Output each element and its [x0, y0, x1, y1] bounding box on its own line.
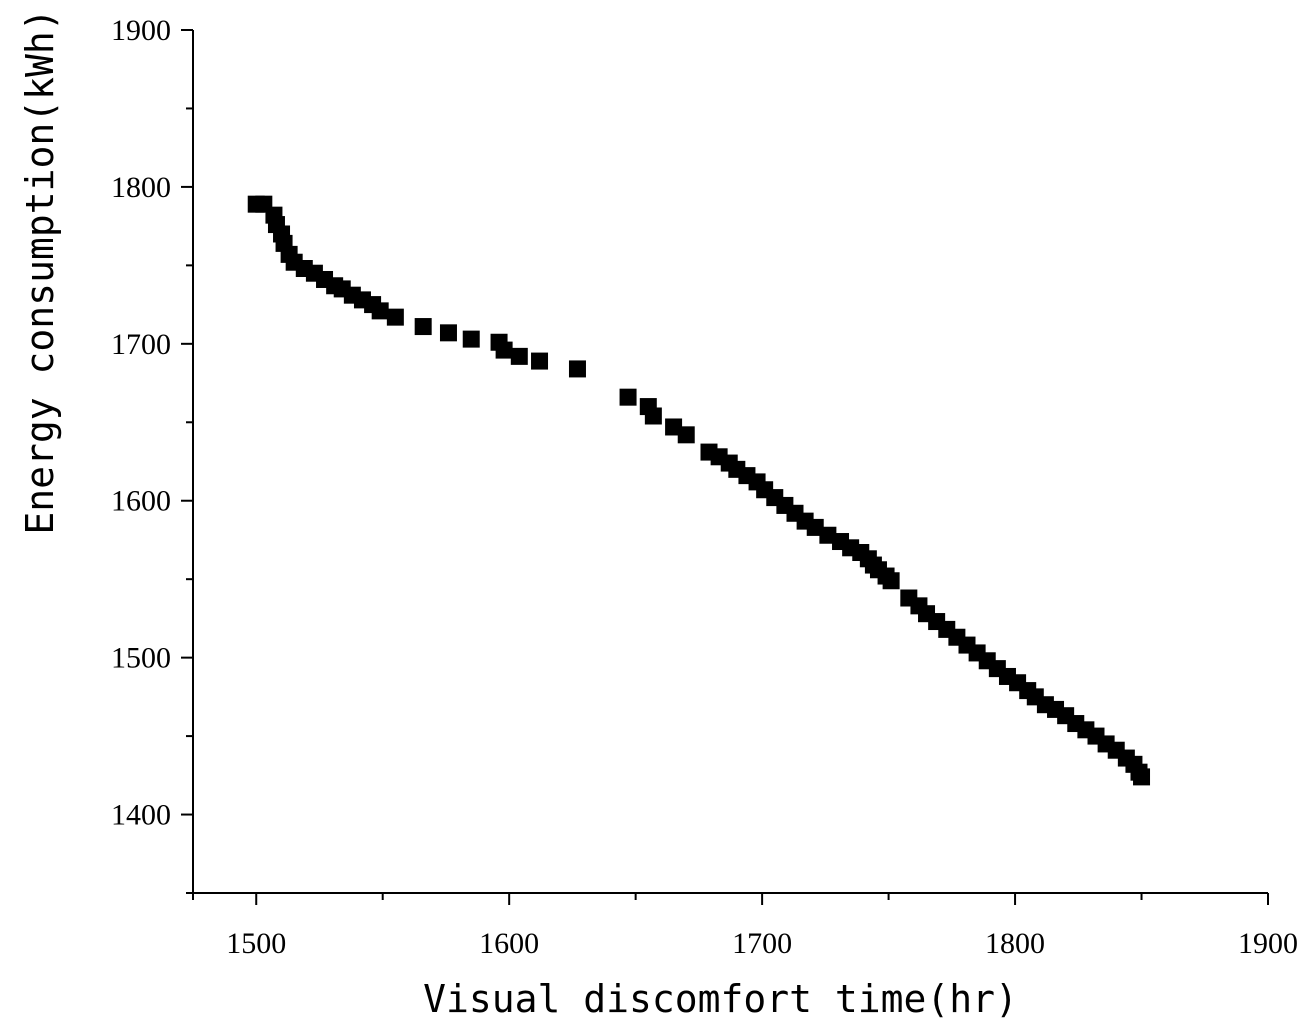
- data-point: [439, 324, 457, 342]
- y-tick-label: 1400: [111, 799, 171, 832]
- data-points: [247, 195, 1151, 786]
- data-point: [619, 388, 637, 406]
- x-tick-label: 1500: [226, 927, 286, 960]
- data-point: [371, 302, 389, 320]
- y-tick-label: 1900: [111, 14, 171, 47]
- x-axis-title: Visual discomfort time(hr): [423, 977, 1018, 1021]
- ticks: 1500 1600 1700 1800 1900 1400 1500 1600 1700 1800…: [111, 14, 1298, 960]
- data-point: [495, 341, 513, 359]
- axes: [192, 30, 1268, 894]
- data-point: [644, 407, 662, 425]
- data-point: [510, 347, 528, 365]
- y-tick-label: 1500: [111, 642, 171, 675]
- data-point: [386, 308, 404, 326]
- data-point: [462, 330, 480, 348]
- y-tick-label: 1800: [111, 171, 171, 204]
- x-tick-label: 1800: [985, 927, 1045, 960]
- y-tick-label: 1700: [111, 328, 171, 361]
- x-tick-label: 1700: [732, 927, 792, 960]
- data-point: [882, 572, 900, 590]
- x-tick-label: 1900: [1238, 927, 1298, 960]
- data-point: [677, 426, 695, 444]
- data-point: [414, 318, 432, 336]
- x-tick-label: 1600: [479, 927, 539, 960]
- y-tick-label: 1600: [111, 485, 171, 518]
- data-point: [568, 360, 586, 378]
- y-axis-title: Energy consumption(kWh): [18, 8, 62, 534]
- data-point: [531, 352, 549, 370]
- data-point: [1133, 768, 1151, 786]
